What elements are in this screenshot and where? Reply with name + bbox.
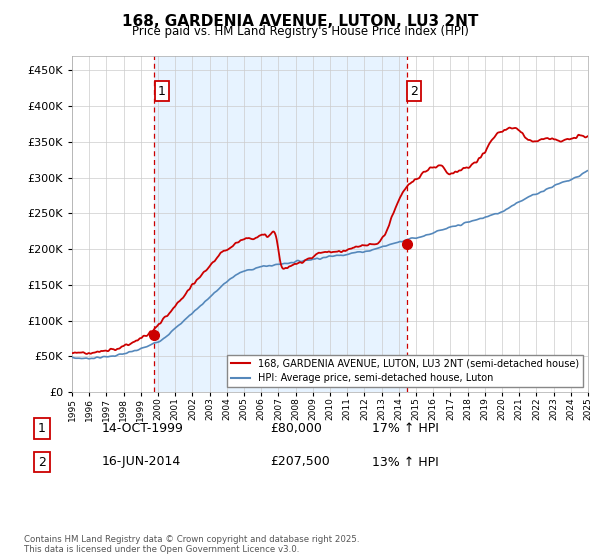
Text: 1: 1 [158, 85, 166, 97]
Bar [154, 56, 407, 392]
Legend: 168, GARDENIA AVENUE, LUTON, LU3 2NT (semi-detached house), HPI: Average price, : 168, GARDENIA AVENUE, LUTON, LU3 2NT (se… [227, 354, 583, 387]
Text: £80,000: £80,000 [270, 422, 322, 435]
Text: 16-JUN-2014: 16-JUN-2014 [102, 455, 181, 469]
Text: Contains HM Land Registry data © Crown copyright and database right 2025.
This d: Contains HM Land Registry data © Crown c… [24, 535, 359, 554]
Text: 14-OCT-1999: 14-OCT-1999 [102, 422, 184, 435]
Text: Price paid vs. HM Land Registry's House Price Index (HPI): Price paid vs. HM Land Registry's House … [131, 25, 469, 38]
Text: 13% ↑ HPI: 13% ↑ HPI [372, 455, 439, 469]
Text: 17% ↑ HPI: 17% ↑ HPI [372, 422, 439, 435]
Text: 2: 2 [38, 455, 46, 469]
Text: 1: 1 [38, 422, 46, 435]
Text: £207,500: £207,500 [270, 455, 330, 469]
Text: 168, GARDENIA AVENUE, LUTON, LU3 2NT: 168, GARDENIA AVENUE, LUTON, LU3 2NT [122, 14, 478, 29]
Text: 2: 2 [410, 85, 418, 97]
